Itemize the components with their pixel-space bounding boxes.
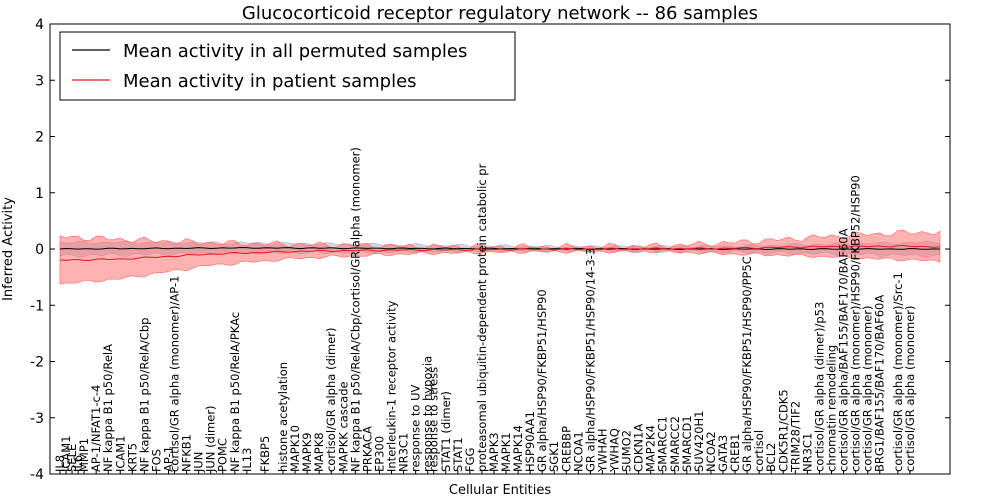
entity-label: PRKACA [360,426,374,472]
entity-label: cortisol/GR alpha (dimer)/p53 [813,302,827,472]
y-tick-label: 4 [35,17,44,33]
entity-label: response to hypoxia [421,356,435,472]
entity-label: ICAM1 [113,435,127,472]
entity-label: MMP1 [77,438,91,472]
y-tick-label: -2 [30,355,44,371]
entity-label: NR3C1 [800,433,814,472]
legend-entry-permuted: Mean activity in all permuted samples [123,41,467,62]
entity-label: IL8 [53,455,67,472]
entity-label: NF kappa B1 p50/RelA/Cbp [137,318,151,472]
entity-label: EP300 [373,436,387,472]
entity-label: NF kappa B1 p50/RelA/PKAc [228,312,242,472]
entity-label: STAT1 (dimer) [439,391,453,472]
entity-label: MAPK9 [300,432,314,472]
entity-label: NF kappa B1 p50/RelA [101,344,115,472]
y-tick-label: 3 [35,73,44,89]
entity-label: NCOA2 [704,431,718,472]
entity-label: SMARCC2 [668,416,682,472]
entity-label: GR alpha/HSP90/FKBP51/HSP90 [535,289,549,472]
entity-label: AP-1 [162,446,176,472]
entity-label: GR alpha/HSP90/FKBP51/HSP90/PP5C [740,256,754,472]
entity-label: YWHAQ [608,428,622,473]
entity-label: SUV420H1 [692,411,706,473]
entity-label: MAPK3 [487,432,501,472]
entity-label: STAT1 [451,437,465,472]
y-axis-ticks: -4 -3 -2 -1 0 1 2 3 4 [30,17,950,483]
entity-label: JUN [192,452,206,473]
entity-label: response to UV [409,384,423,472]
entity-label: cortisol/GR alpha (monomer) [861,305,875,472]
entity-label: SMARCC1 [656,416,670,472]
entity-label: ICAM1 [59,435,73,472]
entity-label: cortisol/GR alpha (monomer)/HSP90/FKBP52… [849,175,863,472]
y-tick-label: 0 [35,242,44,258]
entity-label: GATA3 [716,435,730,472]
entity-label: cortisol/GR alpha/BAF155/BAF170/BAF60A [837,228,851,472]
chart-title: Glucocorticoid receptor regulatory netwo… [242,3,758,24]
entity-label: AP-1/NFAT1-c-4 [89,385,103,472]
entity-label: NR3C1 [397,433,411,472]
entity-label: FKBP5 [258,436,272,472]
entity-label: CREB1 [728,434,742,473]
entity-label: FGG [463,448,477,472]
entity-label: MAPKK cascade [336,381,350,472]
entity-label: SMARCD1 [680,415,694,472]
confidence-bands [59,229,941,285]
entity-label: NFKB1 [180,434,194,472]
entity-label: FOS [149,449,163,472]
entity-label: Interleukin-1 receptor activity [385,300,399,472]
entity-label: NF kappa B1 p50/RelA/Cbp/cortisol/GR alp… [348,147,362,472]
line-series-1 [59,244,941,261]
legend-box [59,31,516,101]
entity-label: CDK5R1/CDK5 [776,389,790,472]
legend: Mean activity in all permuted samples Me… [59,31,516,101]
band-series-1 [59,229,941,285]
entity-label: cortisol/GR alpha (monomer)/AP-1 [168,276,182,472]
entity-label: chromatin remodeling [825,345,839,472]
y-tick-label: -4 [30,467,44,483]
entity-label: MAPK8 [312,432,326,472]
entity-label: NCOA1 [571,431,585,472]
entity-label: GR alpha/HSP90/FKBP51/HSP90/14-3-3 [583,248,597,472]
entity-label: JUN (dimer) [204,405,218,473]
series-lines [59,244,941,261]
legend-entry-patient: Mean activity in patient samples [123,71,417,92]
entity-label: BCL2 [764,443,778,472]
entity-label: YWHAH [596,428,610,473]
y-tick-label: -1 [30,298,44,314]
entity-label: SGK1 [547,441,561,472]
x-axis-label: Cellular Entities [449,483,551,498]
entity-label: cortisol/GR alpha (monomer) [903,305,917,472]
entity-label: TRIM28/TIF2 [788,401,802,473]
entity-label: IL13 [240,448,254,472]
y-tick-label: -3 [30,411,44,427]
y-tick-label: 1 [35,186,44,202]
entity-label: CDKN1A [632,424,646,472]
entity-label: MAPK10 [288,425,302,472]
entity-label: IL6 [71,455,85,472]
y-axis-label: Inferred Activity [1,197,16,301]
entity-label: CREBBP [559,426,573,472]
entity-label: histone acetylation [276,362,290,472]
entity-label: HSP90AA1 [523,411,537,472]
entity-label: BRG1/BAF155/BAF170/BAF60A [873,295,887,472]
entity-label: MAPK1 [499,432,513,472]
entity-label: proteasomal ubiquitin-dependent protein … [475,163,489,472]
entity-label: MAP2K4 [644,425,658,472]
entity-label: MAPK14 [511,425,525,472]
entity-label: KRT5 [125,443,139,472]
entity-label: cortisol/GR alpha (dimer) [324,328,338,472]
entity-label: POMC [216,438,230,472]
entity-label: response to stress [427,367,441,472]
entity-label: cortisol/GR alpha (monomer)/Src-1 [891,272,905,472]
entity-label: SUMO2 [620,430,634,472]
y-tick-label: 2 [35,130,44,146]
entity-label: SELE [65,444,79,472]
entity-label: cortisol [752,430,766,472]
